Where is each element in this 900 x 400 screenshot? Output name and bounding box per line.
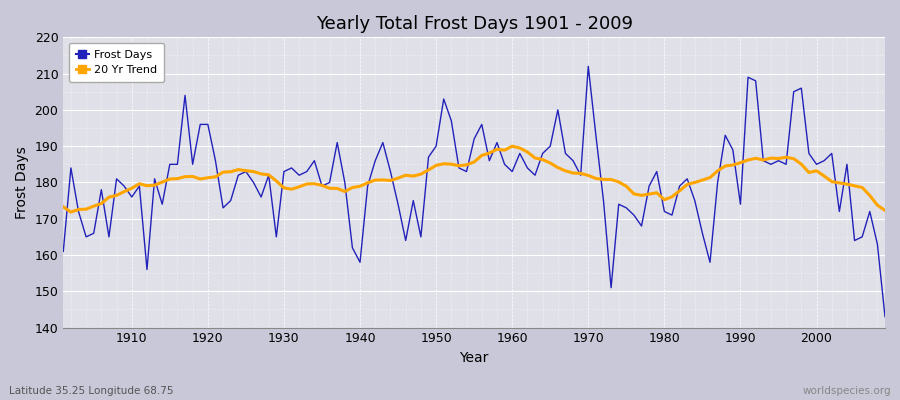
X-axis label: Year: Year	[460, 351, 489, 365]
Text: Latitude 35.25 Longitude 68.75: Latitude 35.25 Longitude 68.75	[9, 386, 174, 396]
Legend: Frost Days, 20 Yr Trend: Frost Days, 20 Yr Trend	[68, 43, 164, 82]
Title: Yearly Total Frost Days 1901 - 2009: Yearly Total Frost Days 1901 - 2009	[316, 15, 633, 33]
Y-axis label: Frost Days: Frost Days	[15, 146, 29, 219]
Text: worldspecies.org: worldspecies.org	[803, 386, 891, 396]
